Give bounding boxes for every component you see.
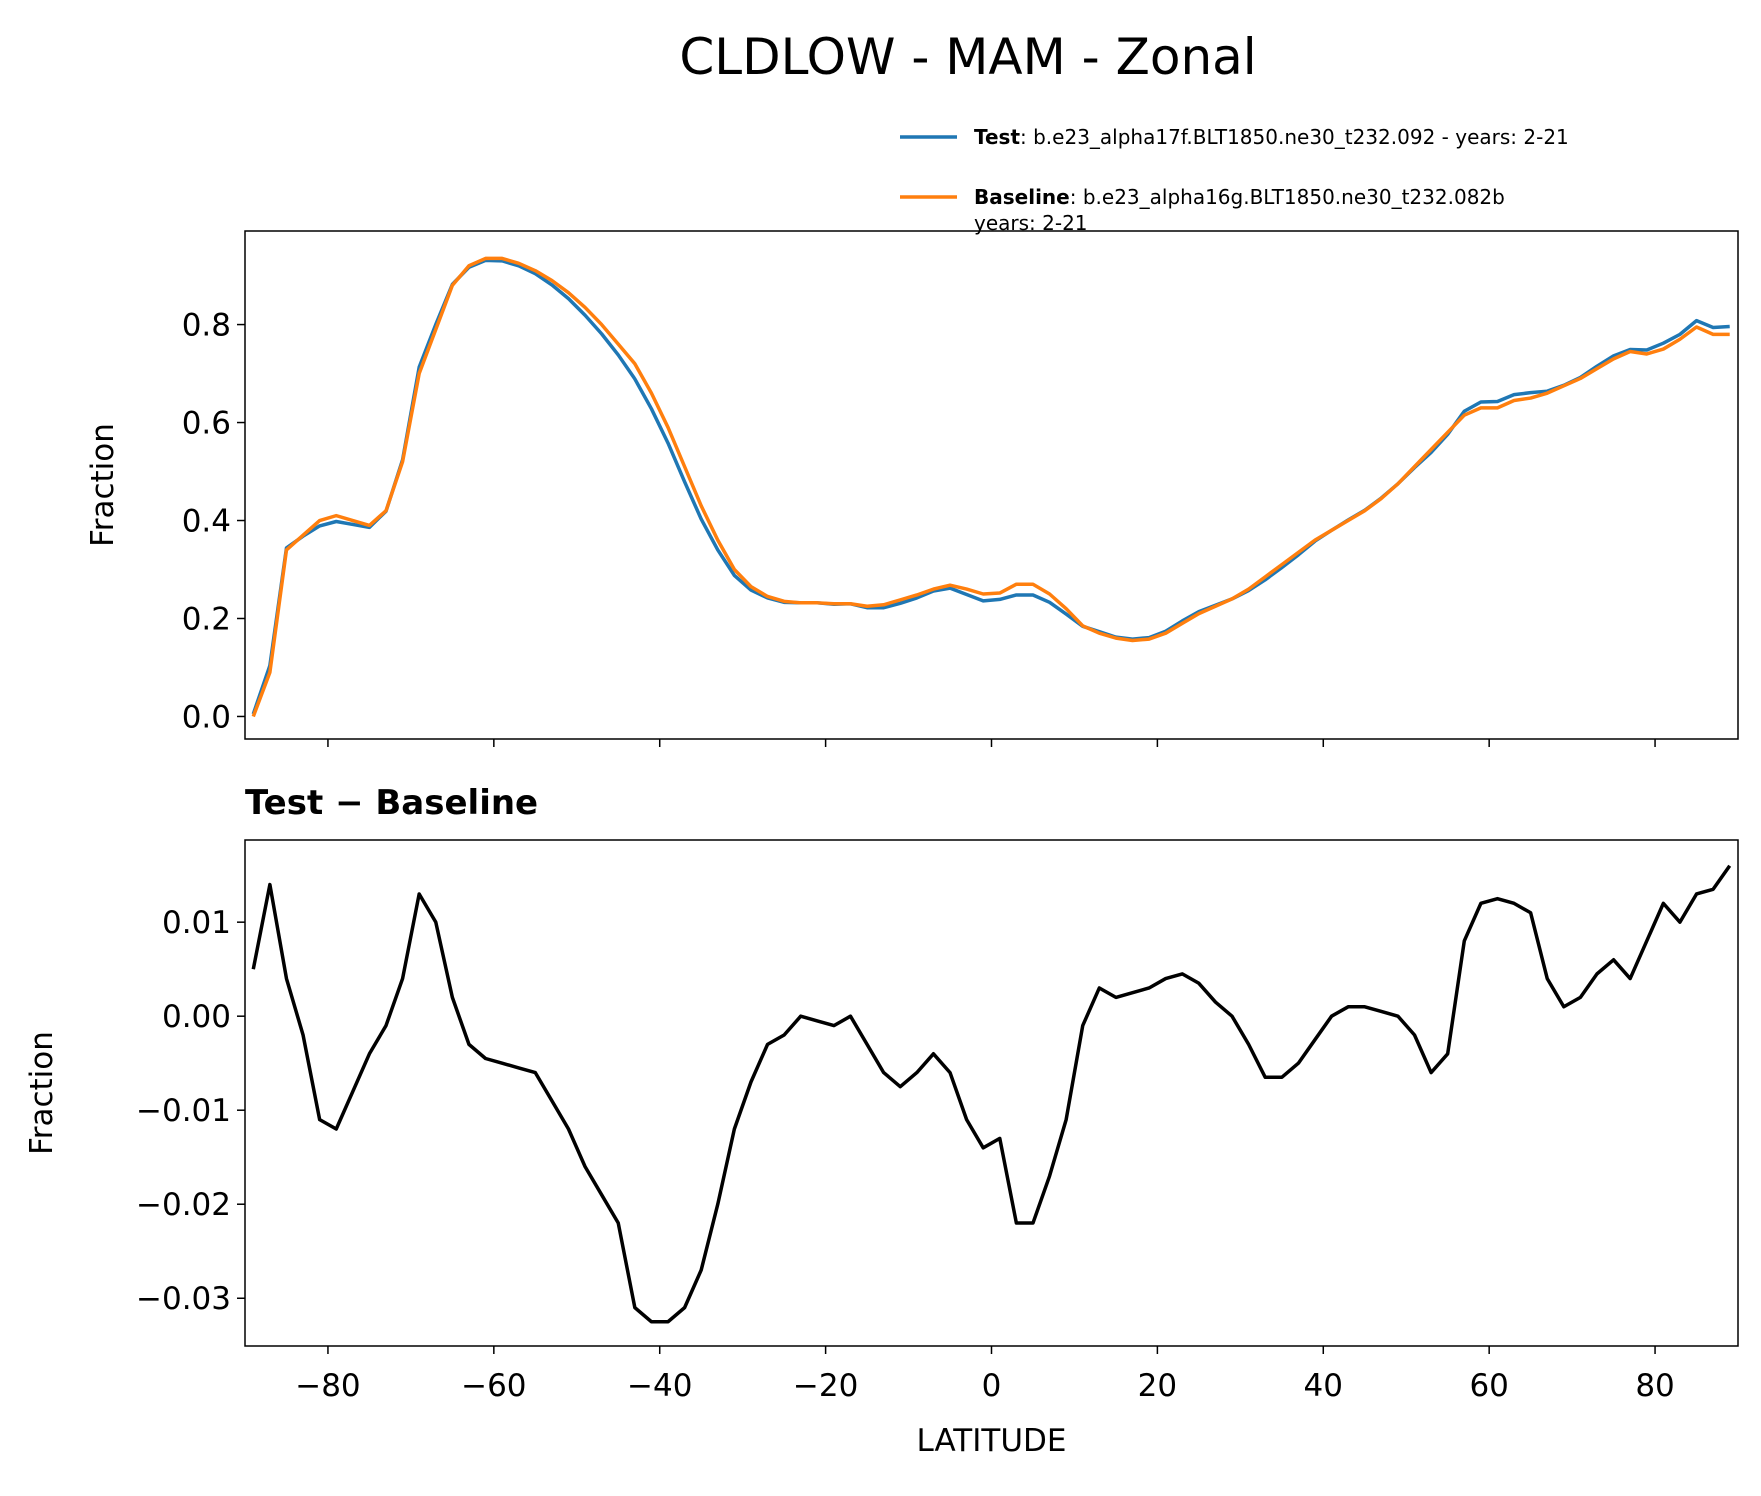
x-tick-label: 60 [1469,1368,1508,1404]
x-tick-label: −40 [627,1368,692,1404]
axes-frame [244,839,1739,1347]
data-line [251,256,1730,718]
x-tick-label: −20 [793,1368,858,1404]
figure-title: CLDLOW - MAM - Zonal [679,28,1256,86]
x-tick-label: 80 [1635,1368,1674,1404]
legend-name: Baseline [974,185,1070,209]
y-tick-label: −0.01 [136,1093,231,1129]
y-tick-label: 0.8 [182,308,231,344]
y-tick-label: −0.03 [136,1281,231,1317]
y-tick-label: 0.01 [162,905,231,941]
y-axis-label: Fraction [85,423,121,547]
y-tick-label: 0.4 [182,504,231,540]
axes-title: Test − Baseline [245,783,538,823]
legend-text: : b.e23_alpha16g.BLT1850.ne30_t232.082b [1070,185,1505,209]
x-tick-label: 0 [982,1368,1002,1404]
legend-text: years: 2-21 [974,211,1088,235]
x-tick-label: −80 [295,1368,360,1404]
legend-entry: Baseline: b.e23_alpha16g.BLT1850.ne30_t2… [974,185,1505,235]
x-tick-label: 20 [1138,1368,1177,1404]
y-tick-label: 0.6 [182,406,231,442]
x-tick-label: −60 [461,1368,526,1404]
y-tick-label: 0.0 [182,699,231,735]
data-line [251,258,1730,715]
y-tick-label: 0.00 [162,999,231,1035]
legend-name: Test [974,125,1020,149]
legend-text: : b.e23_alpha17f.BLT1850.ne30_t232.092 -… [1020,125,1569,149]
x-axis-label: LATITUDE [917,1423,1067,1459]
axes-frame [244,230,1739,740]
legend-entry: Test: b.e23_alpha17f.BLT1850.ne30_t232.0… [974,125,1569,149]
y-axis-label: Fraction [24,1031,60,1155]
x-tick-label: 40 [1304,1368,1343,1404]
y-tick-label: 0.2 [182,601,231,637]
y-tick-label: −0.02 [136,1187,231,1223]
data-line [251,864,1732,1324]
